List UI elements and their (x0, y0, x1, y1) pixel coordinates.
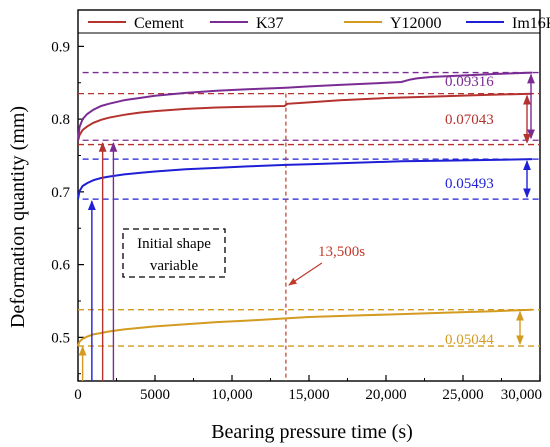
x-axis-title: Bearing pressure time (s) (211, 421, 413, 443)
plot-frame (77, 9, 541, 382)
legend-label-k37: K37 (256, 15, 284, 32)
x-tick-label: 30,000 (501, 387, 542, 403)
series-line-y12000 (77, 308, 533, 347)
series-line-k37 (77, 71, 533, 141)
legend-frame (79, 11, 539, 33)
k37-delta-label: 0.09316 (445, 74, 494, 90)
initial-shape-box: Initial shape variable (122, 228, 226, 278)
y-tick-label: 0.7 (51, 185, 70, 201)
initial-shape-box-frame (122, 228, 226, 278)
y-tick-label: 0.6 (51, 258, 70, 274)
legend-label-im16k: Im16K (512, 15, 550, 32)
y12000-delta-label: 0.05044 (445, 332, 494, 348)
im16k-delta-label: 0.05493 (445, 176, 494, 192)
legend-label-cement: Cement (134, 15, 184, 32)
y-tick-label: 0.5 (51, 330, 70, 346)
x-tick-label: 25,000 (442, 387, 483, 403)
legend: Cement K37 Y12000 Im16K (78, 11, 550, 34)
legend-label-y12000: Y12000 (390, 15, 442, 32)
series-line-im16k (77, 158, 533, 200)
y-axis-title: Deformation quantity (mm) (7, 106, 29, 328)
x-tick-label: 15,000 (288, 387, 329, 403)
time-marker-label: 13,500s (318, 244, 365, 260)
x-tick-label: 10,000 (211, 387, 252, 403)
cement-delta-label: 0.07043 (445, 112, 494, 128)
x-tick-label: 0 (74, 387, 82, 403)
initial-shape-box-line2: variable (150, 258, 199, 274)
y-tick-label: 0.8 (51, 112, 70, 128)
series-line-cement (77, 92, 533, 142)
x-tick-label: 20,000 (365, 387, 406, 403)
time-marker-arrow (288, 262, 323, 286)
y-tick-label: 0.9 (51, 39, 70, 55)
initial-shape-box-line1: Initial shape (137, 236, 211, 252)
x-tick-label: 5000 (140, 387, 170, 403)
